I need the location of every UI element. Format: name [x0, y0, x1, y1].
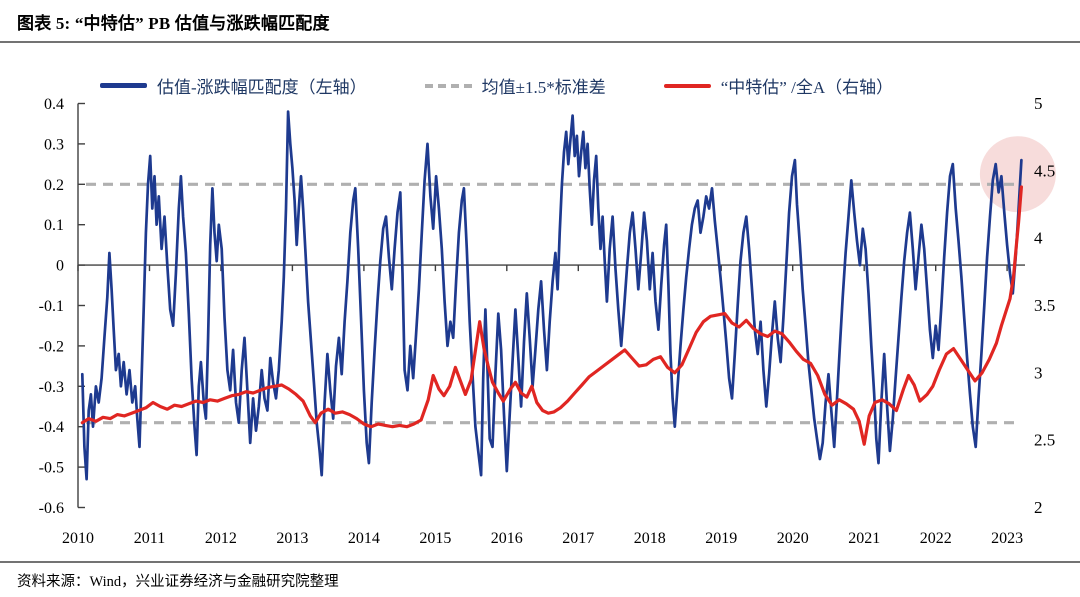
red-series-line	[80, 185, 1023, 446]
left-axis-tick-label: 0.3	[44, 136, 64, 153]
x-axis-tick-label: 2015	[419, 530, 451, 547]
left-axis-tick-label: -0.6	[39, 500, 64, 517]
legend-item-std-band: 均值±1.5*标准差	[424, 73, 606, 98]
x-axis-tick-label: 2016	[491, 530, 523, 547]
x-axis-tick-label: 2019	[705, 530, 737, 547]
legend-item-matching-degree: 估值-涨跌幅匹配度（左轴）	[100, 73, 367, 98]
left-axis-tick-label: 0.1	[44, 217, 64, 234]
right-axis-tick-label: 2	[1034, 498, 1043, 517]
x-axis-tick-label: 2021	[848, 530, 880, 547]
footer-divider	[0, 561, 1080, 563]
source-note: 资料来源：Wind，兴业证券经济与金融研究院整理	[17, 574, 339, 590]
legend-label: 均值±1.5*标准差	[481, 78, 606, 97]
page-title: 图表 5: “中特估” PB 估值与涨跌幅匹配度	[17, 14, 330, 33]
right-axis-tick-label: 3	[1034, 363, 1043, 382]
left-axis-tick-label: -0.3	[39, 379, 64, 396]
blue-line-swatch	[100, 83, 147, 88]
left-axis-tick-label: 0	[56, 258, 64, 275]
right-axis-tick-label: 3.5	[1034, 296, 1055, 315]
legend-label: 估值-涨跌幅匹配度（左轴）	[157, 78, 367, 97]
x-axis-tick-label: 2014	[348, 530, 380, 547]
left-axis-tick-label: -0.4	[39, 419, 64, 436]
right-axis-tick-label: 4.5	[1034, 161, 1055, 180]
right-axis-tick-label: 2.5	[1034, 431, 1055, 450]
x-axis-tick-label: 2020	[777, 530, 809, 547]
left-axis-tick-label: -0.1	[39, 298, 64, 315]
right-axis-tick-label: 4	[1034, 229, 1043, 248]
gray-dashed-swatch	[424, 83, 472, 88]
chart-legend: 估值-涨跌幅匹配度（左轴） 均值±1.5*标准差 “中特估” /全A（右轴）	[100, 73, 893, 98]
x-axis-tick-label: 2011	[134, 530, 165, 547]
x-axis-tick-label: 2017	[562, 530, 594, 547]
right-axis-tick-label: 5	[1034, 94, 1043, 113]
left-axis-tick-label: -0.2	[39, 338, 64, 355]
left-axis-tick-label: 0.4	[44, 96, 64, 113]
legend-item-ratio: “中特估” /全A（右轴）	[663, 73, 894, 98]
x-axis-tick-label: 2010	[62, 530, 94, 547]
x-axis-tick-label: 2018	[634, 530, 666, 547]
x-axis-tick-label: 2012	[205, 530, 237, 547]
left-axis-tick-label: -0.5	[39, 460, 64, 477]
blue-series-line	[80, 110, 1023, 481]
x-axis-tick-label: 2022	[920, 530, 952, 547]
x-axis-tick-label: 2013	[276, 530, 308, 547]
title-divider	[0, 41, 1080, 43]
red-line-swatch	[663, 83, 711, 88]
legend-label: “中特估” /全A（右轴）	[720, 78, 894, 97]
x-axis-tick-label: 2023	[991, 530, 1023, 547]
left-axis-tick-label: 0.2	[44, 177, 64, 194]
